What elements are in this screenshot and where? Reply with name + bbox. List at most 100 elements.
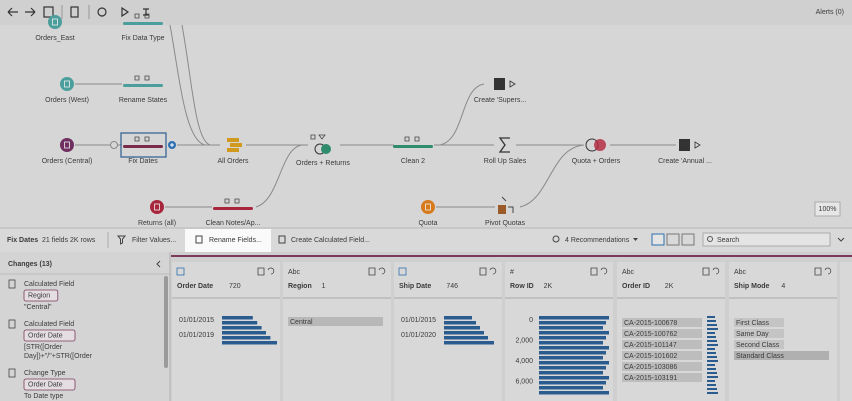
run-icon xyxy=(509,80,516,88)
flow-node[interactable]: Orders (West) xyxy=(45,77,89,104)
histogram-bar xyxy=(539,336,606,340)
histogram-bar xyxy=(444,341,494,345)
flow-edge xyxy=(169,24,206,146)
grid-view-button[interactable] xyxy=(681,233,695,246)
column-menu-icons xyxy=(590,267,608,276)
collapse-button[interactable] xyxy=(837,237,845,242)
value-bar xyxy=(622,340,702,349)
histogram-bar xyxy=(539,341,603,345)
clean-bar xyxy=(213,207,253,210)
flow-node[interactable]: Orders (Central) xyxy=(42,138,93,165)
value-label: CA-2015-100678 xyxy=(624,320,677,327)
flow-node[interactable]: Roll Up Sales xyxy=(484,137,527,165)
flow-node[interactable]: Quota + Orders xyxy=(572,138,621,165)
change-type: Calculated Field xyxy=(24,321,74,328)
profile-view-button[interactable] xyxy=(651,233,665,246)
scrollbar[interactable] xyxy=(164,276,168,368)
histogram-bar xyxy=(539,321,606,325)
change-type-icon xyxy=(8,319,16,329)
value-label: CA-2015-101147 xyxy=(624,342,677,349)
flow-node[interactable]: Rename States xyxy=(119,75,168,104)
profile-column[interactable]: Order Date 720 01/01/2015 01/01/2019 xyxy=(172,262,280,401)
mini-bar xyxy=(707,380,715,382)
data-type-label: Abc xyxy=(288,269,301,276)
data-type-label: # xyxy=(510,269,514,276)
mini-bar xyxy=(707,328,718,330)
flow-node[interactable]: Orders_East xyxy=(35,15,75,42)
flow-canvas xyxy=(0,25,852,228)
change-type: Calculated Field xyxy=(24,281,74,288)
profile-column[interactable]: # Row ID 2K 0 2,000 4,000 6,000 xyxy=(505,262,613,401)
flow-node[interactable]: All Orders xyxy=(217,138,249,165)
histogram-bar xyxy=(444,326,480,330)
recommendations-button[interactable]: 4 Recommendations xyxy=(565,237,630,244)
mini-bar xyxy=(707,372,717,374)
histogram-bar xyxy=(539,361,609,365)
dropdown-arrow xyxy=(633,238,638,241)
flow-node[interactable]: Orders + Returns xyxy=(296,134,350,167)
histogram-bar xyxy=(539,371,603,375)
flow-node[interactable]: Fix Data Type xyxy=(121,13,165,42)
flow-node[interactable]: Clean Notes/Ap... xyxy=(206,198,261,227)
changes-title: Changes (13) xyxy=(8,261,52,268)
run-button[interactable] xyxy=(121,6,130,18)
pivot-arrow xyxy=(501,196,514,213)
flow-node[interactable]: Create 'Supers... xyxy=(474,78,526,104)
back-button[interactable] xyxy=(7,7,18,17)
filter-values-button[interactable]: Filter Values... xyxy=(132,237,176,244)
node-label: Create 'Annual ... xyxy=(658,158,712,165)
join-step-icons xyxy=(310,134,326,140)
profile-column[interactable]: Abc Region 1 Central xyxy=(283,262,391,401)
flow-edge xyxy=(255,144,303,208)
flow-node[interactable]: Clean 2 xyxy=(393,136,433,165)
pivot-icon xyxy=(498,205,506,214)
union-icon xyxy=(227,138,239,142)
data-button[interactable] xyxy=(70,6,79,18)
profile-column[interactable]: Abc Ship Mode 4 First Class Same Day Second C… xyxy=(729,262,837,401)
input-icon xyxy=(60,77,74,91)
mini-bar xyxy=(707,348,715,350)
alerts[interactable]: Alerts (0) xyxy=(816,9,844,16)
lightbulb-icon xyxy=(552,235,560,243)
mini-bar xyxy=(707,368,716,370)
clean-icons xyxy=(134,75,150,81)
mini-bar xyxy=(707,388,717,390)
rename-fields-highlight[interactable] xyxy=(185,229,271,252)
flow-node[interactable]: Fix Dates xyxy=(123,136,163,165)
refresh-button[interactable] xyxy=(97,7,107,17)
flow-node[interactable]: Create 'Annual ... xyxy=(658,139,712,165)
column-count: 2K xyxy=(544,283,553,290)
node-label: Fix Data Type xyxy=(121,35,164,42)
flow-node[interactable]: Returns (all) xyxy=(138,200,176,227)
step-name: Fix Dates xyxy=(7,237,38,244)
histogram-bar xyxy=(539,386,603,390)
profile-column[interactable]: Ship Date 746 01/01/2015 01/01/2020 xyxy=(394,262,502,401)
column-count: 2K xyxy=(665,283,674,290)
forward-button[interactable] xyxy=(25,7,36,17)
histogram-bar xyxy=(222,316,253,320)
column-name: Region xyxy=(288,283,312,290)
list-view-button[interactable] xyxy=(666,233,680,246)
save-button[interactable] xyxy=(43,6,54,18)
flow-node[interactable]: Quota xyxy=(418,200,438,227)
create-calculated-field-button[interactable]: Create Calculated Field... xyxy=(291,237,370,244)
profile-column[interactable]: Abc Order ID 2K CA-2015-100678 CA-2015-10076… xyxy=(617,262,725,401)
histogram-bar xyxy=(539,316,609,320)
run-icon xyxy=(694,141,701,149)
column-count: 4 xyxy=(781,283,785,290)
node-label: Orders (West) xyxy=(45,97,89,104)
value-label: Central xyxy=(290,319,313,326)
flow-node[interactable]: Pivot Quotas xyxy=(485,196,526,227)
value-label: CA-2015-100762 xyxy=(624,331,677,338)
filter-icon xyxy=(116,235,127,245)
column-name: Ship Mode xyxy=(734,283,769,290)
search-box[interactable] xyxy=(702,232,831,247)
mini-bar xyxy=(707,356,717,358)
add-step-button[interactable] xyxy=(110,141,118,149)
collapse-panel-button[interactable] xyxy=(156,260,161,268)
clean-bar xyxy=(123,22,163,25)
zoom-box[interactable] xyxy=(814,201,841,217)
change-type-icon xyxy=(8,368,16,378)
histogram-bar xyxy=(539,366,606,370)
rename-fields-button[interactable]: Rename Fields... xyxy=(209,237,262,244)
